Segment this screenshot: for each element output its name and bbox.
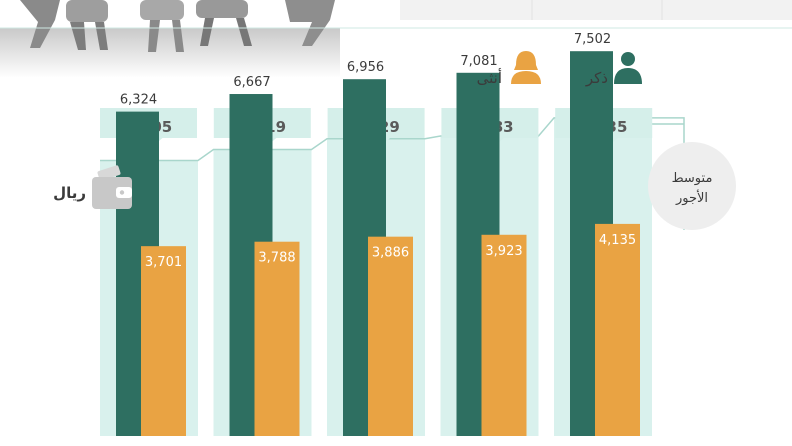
bars xyxy=(116,51,640,437)
male-value-label: 6,324 xyxy=(120,93,157,108)
average-circle-line1: متوسط xyxy=(672,171,713,186)
female-bar xyxy=(254,241,300,436)
female-value-label: 3,923 xyxy=(485,244,522,259)
male-value-label: 6,667 xyxy=(233,75,270,90)
legend-male-label: ذكر xyxy=(585,69,608,87)
female-bar xyxy=(141,246,186,436)
legend-female-label: أنثى xyxy=(477,68,502,87)
male-value-label: 7,081 xyxy=(460,54,497,69)
average-circle-line2: الأجور xyxy=(675,189,708,206)
female-value-label: 3,788 xyxy=(258,251,295,266)
female-bar xyxy=(481,234,527,436)
female-value-label: 4,135 xyxy=(599,233,636,248)
male-person-icon xyxy=(614,52,642,84)
legend: ذكر أنثى xyxy=(477,51,642,87)
female-value-label: 3,886 xyxy=(372,246,409,261)
unit-label-group: ريال xyxy=(53,165,132,209)
bar-value-labels: 6,324 3,701 6,667 3,788 6,956 3,886 7,081 3,923… xyxy=(120,32,636,270)
male-value-label: 7,502 xyxy=(574,32,611,47)
average-circle: متوسط الأجور xyxy=(648,142,736,230)
female-person-icon xyxy=(511,51,541,84)
unit-label: ريال xyxy=(53,184,86,202)
female-value-label: 3,701 xyxy=(145,255,182,270)
female-bar xyxy=(595,223,640,436)
wallet-icon xyxy=(92,165,132,209)
header-banner-illustration xyxy=(0,0,792,78)
male-value-label: 6,956 xyxy=(347,60,384,75)
female-bar xyxy=(368,236,413,436)
